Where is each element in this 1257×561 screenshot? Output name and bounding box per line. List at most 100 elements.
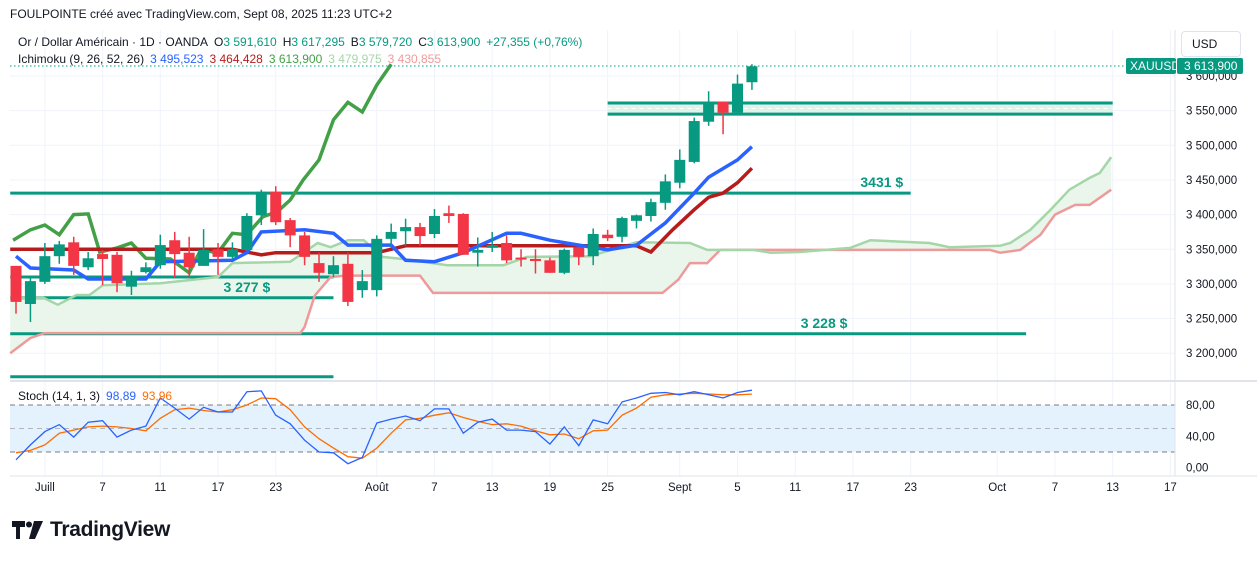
candle-up[interactable] [645, 202, 657, 216]
candle-down[interactable] [299, 235, 311, 257]
stoch-label: Stoch (14, 1, 3) [18, 389, 100, 403]
symbol-tag-label: XAUUSD [1130, 59, 1180, 73]
symbol-tag: XAUUSD [1126, 58, 1180, 74]
span-b-value: 3 430,855 [388, 52, 442, 66]
candle-up[interactable] [630, 215, 642, 221]
candle-up[interactable] [428, 215, 440, 235]
candle-up[interactable] [674, 159, 686, 183]
candle-down[interactable] [515, 257, 527, 260]
candle-up[interactable] [39, 256, 51, 282]
span-a-line [10, 156, 1113, 307]
stoch-indicator [10, 389, 1175, 465]
candle-up[interactable] [486, 245, 498, 248]
candle-down[interactable] [284, 220, 296, 236]
chikou-value: 3 613,900 [269, 52, 323, 66]
stoch-tick-label: 80,00 [1186, 400, 1215, 412]
kijun-line [10, 166, 754, 257]
candle-down[interactable] [602, 234, 614, 239]
candle-up[interactable] [24, 281, 36, 304]
candle-up[interactable] [241, 215, 253, 250]
ichimoku-cloud [10, 157, 1112, 354]
candle-up[interactable] [140, 267, 152, 273]
time-tick-label: 13 [1106, 482, 1119, 494]
currency-selector[interactable]: USD [1181, 31, 1241, 57]
chikou-line [12, 63, 393, 276]
time-tick-label: 23 [269, 482, 282, 494]
candle-down[interactable] [342, 263, 354, 302]
candle-up[interactable] [732, 83, 743, 113]
candle-up[interactable] [472, 249, 484, 253]
candle-down[interactable] [169, 240, 181, 255]
change-value: +27,355 (+0,76%) [486, 35, 582, 49]
legend-symbol[interactable]: Or / Dollar Américain · 1D · OANDA [18, 35, 208, 49]
candle-up[interactable] [125, 277, 137, 287]
candle-down[interactable] [443, 213, 455, 216]
time-axis[interactable]: Juill 7 11 17 23 Août 7 13 19 25 Sept 5 11 17 23 Oct 7 13… [35, 482, 1177, 494]
candle-up[interactable] [659, 181, 671, 203]
candle-down[interactable] [212, 249, 224, 257]
candle-down[interactable] [10, 265, 22, 302]
candle-down[interactable] [68, 242, 80, 266]
candle-up[interactable] [746, 66, 758, 83]
time-tick-label: Sept [668, 482, 692, 494]
candle-up[interactable] [53, 244, 65, 257]
candle-up[interactable] [371, 238, 383, 291]
candle-down[interactable] [457, 213, 469, 255]
last-price-label: 3 613,900 [1184, 59, 1238, 73]
time-tick-label: 25 [601, 482, 614, 494]
last-price-tag: 3 613,900 [1177, 58, 1243, 74]
candle-up[interactable] [587, 234, 599, 257]
candle-up[interactable] [154, 245, 166, 266]
time-tick-label: 5 [734, 482, 740, 494]
low-label: B [351, 35, 359, 49]
open-label: O [214, 35, 223, 49]
candle-down[interactable] [270, 191, 282, 223]
candle-down[interactable] [501, 243, 513, 261]
candle-up[interactable] [703, 101, 715, 122]
time-tick-label: 17 [847, 482, 860, 494]
cloud-fill [10, 157, 1112, 354]
stoch-band [10, 405, 1175, 452]
tradingview-logo-icon [12, 521, 43, 539]
candle-down[interactable] [414, 227, 426, 237]
high-label: H [283, 35, 292, 49]
candle-up[interactable] [226, 249, 238, 257]
level-label: 3 277 $ [224, 279, 271, 295]
ichimoku-legend[interactable]: Ichimoku (9, 26, 52, 26) 3 495,523 3 464,4… [18, 52, 441, 66]
candle-up[interactable] [327, 265, 339, 275]
time-tick-label: 13 [486, 482, 499, 494]
candle-down[interactable] [544, 260, 556, 273]
candle-down[interactable] [97, 254, 109, 259]
candle-up[interactable] [356, 281, 368, 291]
header-title: FOULPOINTE créé avec TradingView.com, Se… [10, 7, 392, 21]
time-tick-label: Oct [988, 482, 1007, 494]
time-tick-label: Août [365, 482, 389, 494]
ichimoku-lines [9, 63, 1113, 355]
time-tick-label: 11 [789, 482, 801, 494]
candle-up[interactable] [616, 218, 628, 237]
candle-down[interactable] [183, 252, 195, 268]
candle-down[interactable] [111, 254, 123, 284]
candle-up[interactable] [198, 249, 210, 266]
candle-down[interactable] [529, 258, 541, 262]
stoch-legend[interactable]: Stoch (14, 1, 3) 98,89 93,96 [18, 389, 172, 403]
candle-up[interactable] [385, 231, 397, 239]
candle-up[interactable] [558, 249, 570, 273]
ichimoku-label: Ichimoku (9, 26, 52, 26) [18, 52, 144, 66]
span-b-line [9, 188, 1112, 355]
open-value: 3 591,610 [223, 35, 277, 49]
candle-up[interactable] [688, 121, 700, 162]
candle-down[interactable] [717, 101, 729, 113]
candle-down[interactable] [313, 263, 325, 273]
candle-up[interactable] [82, 258, 94, 268]
candle-up[interactable] [255, 191, 267, 216]
candle-up[interactable] [400, 227, 412, 232]
tradingview-logo[interactable]: TradingView [12, 518, 170, 542]
candle-down[interactable] [573, 247, 585, 257]
price-tick-label: 3 200,000 [1186, 348, 1237, 360]
stoch-d-line [15, 392, 752, 459]
candles[interactable] [10, 64, 758, 323]
price-tick-label: 3 300,000 [1186, 279, 1237, 291]
